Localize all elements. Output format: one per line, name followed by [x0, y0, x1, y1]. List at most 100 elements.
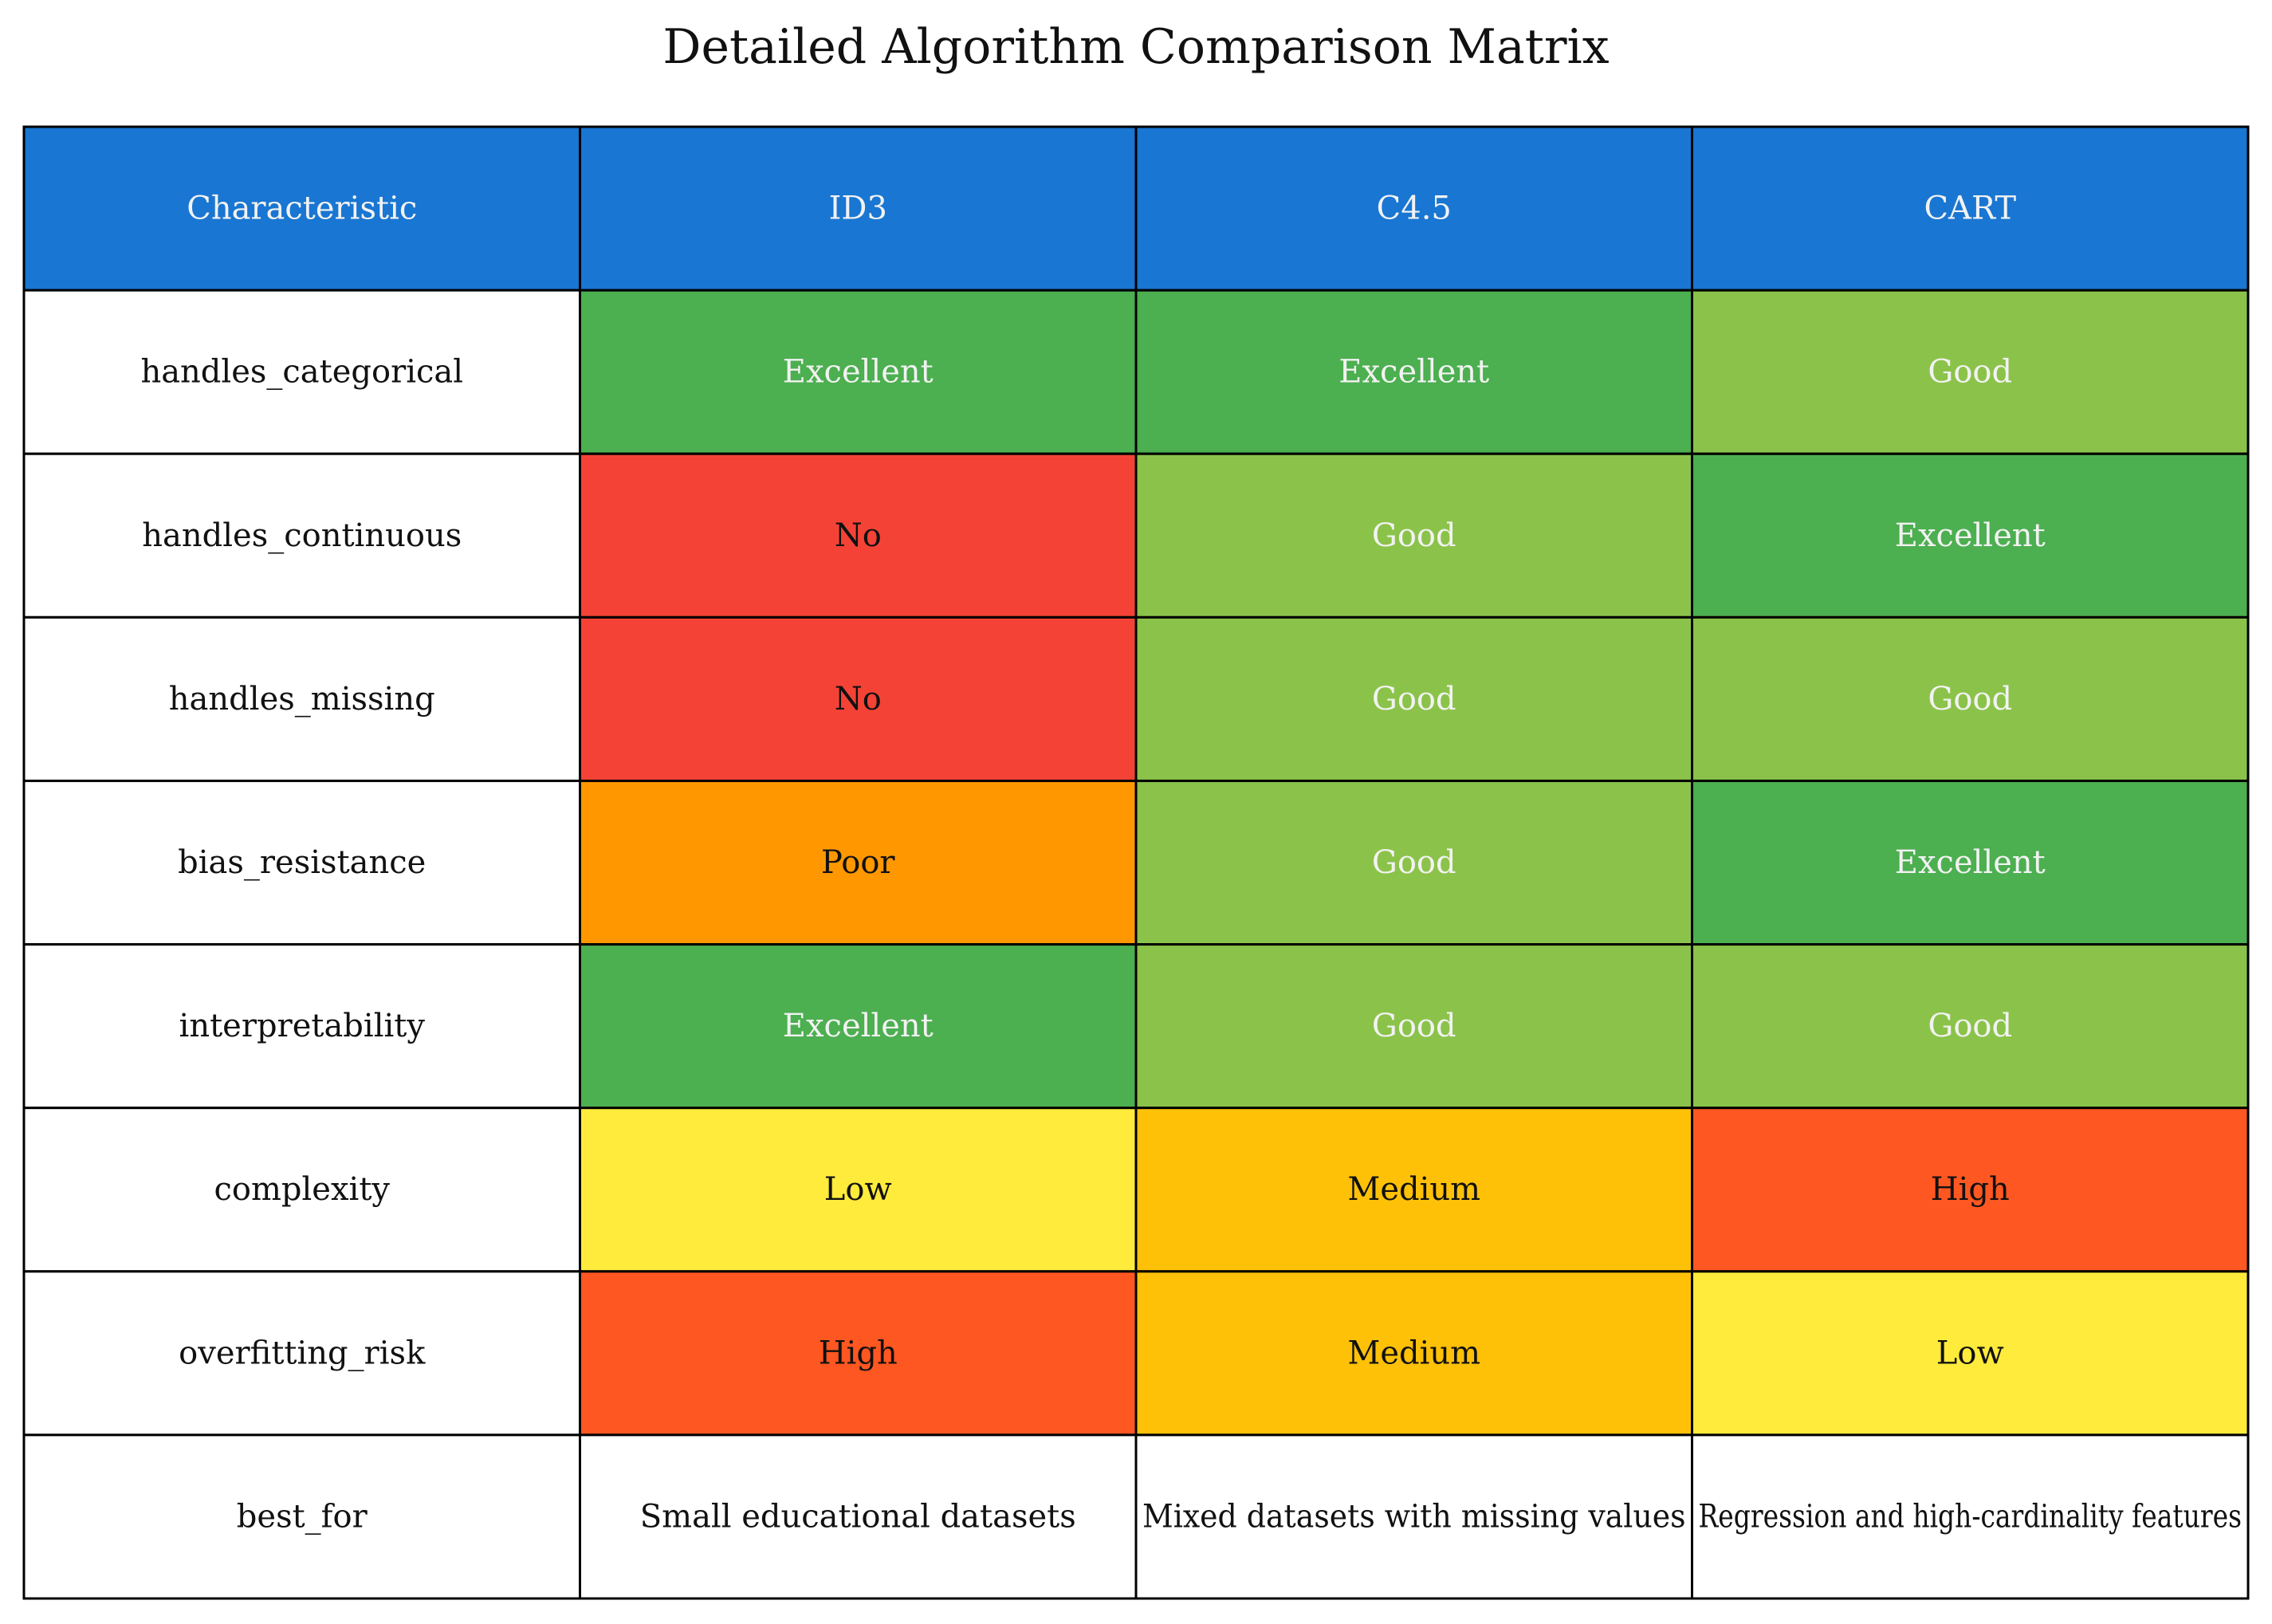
cell-handles-missing-id3-text: No [835, 681, 882, 718]
cell-bias-resistance-cart-bg [1691, 779, 2250, 946]
row-label-handles-continuous: handles_continuous [22, 452, 581, 619]
cell-overfitting-risk-cart-text: Low [1936, 1335, 2004, 1371]
cell-bias-resistance-id3-bg [579, 779, 1138, 946]
row-label-best-for-text: best_for [237, 1498, 368, 1535]
cell-handles-categorical-cart-bg [1691, 289, 2250, 455]
cell-complexity-id3: Low [579, 1107, 1138, 1273]
cell-handles-missing-cart-bg [1691, 615, 2250, 782]
cell-handles-missing-cart: Good [1691, 615, 2250, 782]
cell-bias-resistance-id3-text: Poor [821, 844, 895, 881]
cell-handles-continuous-cart-text: Excellent [1895, 517, 2046, 554]
cell-handles-missing-c4-5-text: Good [1372, 681, 1456, 718]
cell-bias-resistance-c4-5-text: Good [1372, 844, 1456, 881]
row-label-handles-missing: handles_missing [22, 615, 581, 782]
cell-complexity-cart: High [1691, 1107, 2250, 1273]
cell-overfitting-risk-id3: High [579, 1270, 1138, 1437]
cell-best-for-c4-5: Mixed datasets with missing values [1134, 1433, 1693, 1600]
header-cell-characteristic: Characteristic [22, 125, 581, 292]
cell-complexity-id3-text: Low [824, 1171, 892, 1208]
cell-handles-continuous-cart-bg [1691, 452, 2250, 619]
row-label-handles-categorical: handles_categorical [22, 289, 581, 455]
cell-handles-missing-id3-bg [579, 615, 1138, 782]
cell-best-for-id3: Small educational datasets [579, 1433, 1138, 1600]
header-cell-c4-5: C4.5 [1134, 125, 1693, 292]
row-label-interpretability-text: interpretability [179, 1008, 426, 1044]
cell-best-for-cart-bg [1691, 1433, 2250, 1600]
row-label-bias-resistance-bg [22, 779, 581, 946]
header-cell-id3: ID3 [579, 125, 1138, 292]
cell-handles-categorical-cart-text: Good [1928, 354, 2012, 391]
cell-interpretability-id3: Excellent [579, 943, 1138, 1110]
row-label-best-for-bg [22, 1433, 581, 1600]
row-label-bias-resistance: bias_resistance [22, 779, 581, 946]
cell-bias-resistance-cart: Excellent [1691, 779, 2250, 946]
cell-interpretability-cart-bg [1691, 943, 2250, 1110]
cell-complexity-cart-bg [1691, 1107, 2250, 1273]
row-label-handles-missing-bg [22, 615, 581, 782]
cell-best-for-c4-5-bg [1134, 1433, 1693, 1600]
cell-handles-continuous-id3-text: No [835, 517, 882, 554]
cell-overfitting-risk-c4-5-bg [1134, 1270, 1693, 1437]
header-cell-characteristic-text: Characteristic [187, 191, 417, 227]
cell-handles-continuous-id3-bg [579, 452, 1138, 619]
header-cell-characteristic-bg [22, 125, 581, 292]
cell-interpretability-c4-5-text: Good [1372, 1008, 1456, 1044]
row-label-handles-continuous-bg [22, 452, 581, 619]
chart-title: Detailed Algorithm Comparison Matrix [662, 19, 1610, 75]
cell-interpretability-c4-5: Good [1134, 943, 1693, 1110]
cell-complexity-id3-bg [579, 1107, 1138, 1273]
row-label-complexity: complexity [22, 1107, 581, 1273]
cell-best-for-id3-bg [579, 1433, 1138, 1600]
cell-overfitting-risk-c4-5-text: Medium [1347, 1335, 1480, 1371]
cell-handles-categorical-id3: Excellent [579, 289, 1138, 455]
cell-interpretability-id3-bg [579, 943, 1138, 1110]
cell-overfitting-risk-id3-bg [579, 1270, 1138, 1437]
cell-bias-resistance-id3: Poor [579, 779, 1138, 946]
cell-interpretability-c4-5-bg [1134, 943, 1693, 1110]
cell-complexity-c4-5: Medium [1134, 1107, 1693, 1273]
row-label-handles-continuous-text: handles_continuous [142, 517, 462, 554]
header-cell-cart: CART [1691, 125, 2250, 292]
row-label-handles-missing-text: handles_missing [169, 681, 435, 718]
cell-interpretability-cart: Good [1691, 943, 2250, 1110]
cell-handles-missing-c4-5: Good [1134, 615, 1693, 782]
cell-best-for-c4-5-text: Mixed datasets with missing values [1142, 1498, 1686, 1535]
cell-overfitting-risk-cart-bg [1691, 1270, 2250, 1437]
row-label-best-for: best_for [22, 1433, 581, 1600]
cell-interpretability-cart-text: Good [1928, 1008, 2012, 1044]
cell-overfitting-risk-id3-text: High [819, 1335, 898, 1371]
row-label-overfitting-risk-bg [22, 1270, 581, 1437]
header-cell-c4-5-bg [1134, 125, 1693, 292]
cell-interpretability-id3-text: Excellent [783, 1008, 934, 1044]
row-label-overfitting-risk: overfitting_risk [22, 1270, 581, 1437]
row-label-handles-categorical-text: handles_categorical [140, 354, 463, 391]
cell-best-for-cart-text: Regression and high-cardinality features [1699, 1498, 2243, 1535]
cell-handles-categorical-id3-text: Excellent [783, 354, 934, 391]
row-label-bias-resistance-text: bias_resistance [178, 844, 426, 881]
cell-handles-missing-c4-5-bg [1134, 615, 1693, 782]
row-label-complexity-text: complexity [214, 1171, 390, 1208]
cell-overfitting-risk-cart: Low [1691, 1270, 2250, 1437]
row-label-interpretability-bg [22, 943, 581, 1110]
cell-handles-categorical-c4-5-text: Excellent [1338, 354, 1489, 391]
cell-handles-continuous-id3: No [579, 452, 1138, 619]
cell-handles-categorical-cart: Good [1691, 289, 2250, 455]
cell-handles-missing-cart-text: Good [1928, 681, 2012, 718]
cell-complexity-cart-text: High [1931, 1171, 2010, 1208]
cell-best-for-cart: Regression and high-cardinality features [1691, 1433, 2250, 1600]
cell-handles-categorical-c4-5: Excellent [1134, 289, 1693, 455]
cell-handles-continuous-c4-5-text: Good [1372, 517, 1456, 554]
cell-best-for-id3-text: Small educational datasets [640, 1498, 1076, 1535]
header-cell-cart-bg [1691, 125, 2250, 292]
cell-handles-missing-id3: No [579, 615, 1138, 782]
header-cell-c4-5-text: C4.5 [1377, 191, 1452, 227]
cell-handles-continuous-cart: Excellent [1691, 452, 2250, 619]
row-label-overfitting-risk-text: overfitting_risk [179, 1335, 426, 1371]
header-cell-cart-text: CART [1924, 191, 2016, 227]
cell-bias-resistance-c4-5: Good [1134, 779, 1693, 946]
row-label-complexity-bg [22, 1107, 581, 1273]
cell-bias-resistance-cart-text: Excellent [1895, 844, 2046, 881]
cell-handles-continuous-c4-5: Good [1134, 452, 1693, 619]
header-cell-id3-text: ID3 [829, 191, 887, 227]
